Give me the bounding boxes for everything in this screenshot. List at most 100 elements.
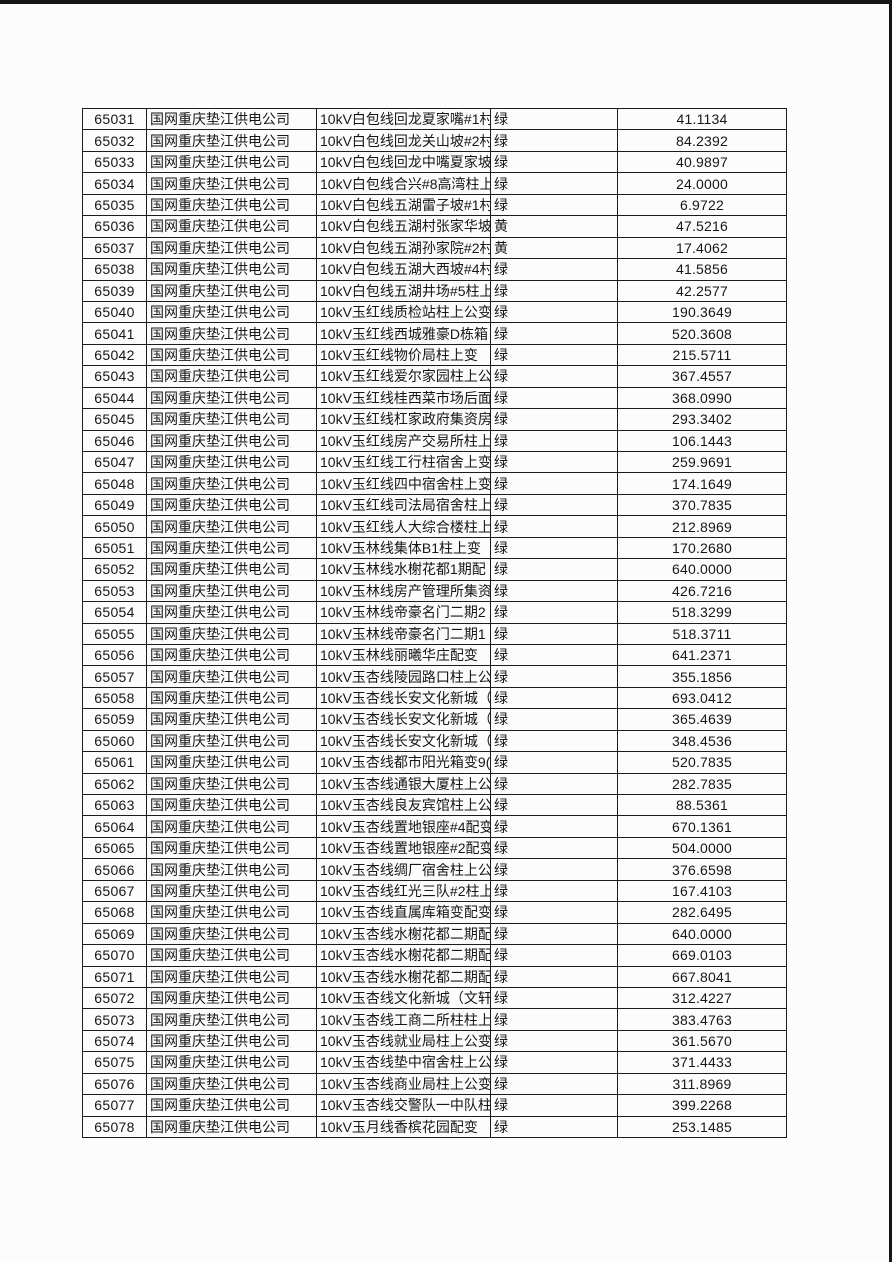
cell-status: 绿 <box>490 343 618 367</box>
cell-description: 10kV白包线合兴#8高湾柱上 <box>316 172 491 195</box>
cell-value: 215.5711 <box>617 343 787 367</box>
cell-description: 10kV白包线五湖大西坡#4村 <box>316 258 491 281</box>
cell-company: 国网重庆垫江供电公司 <box>146 686 317 710</box>
cell-company: 国网重庆垫江供电公司 <box>146 215 317 238</box>
table-row: 65049 国网重庆垫江供电公司 10kV玉红线司法局宿舍柱上绿 370.7835 <box>82 493 787 517</box>
table-row: 65041 国网重庆垫江供电公司 10kV玉红线西城雅豪D栋箱绿 520.3608 <box>82 322 787 345</box>
cell-description: 10kV玉杏线水榭花都二期配 <box>316 944 491 967</box>
cell-status: 绿 <box>490 1072 618 1096</box>
cell-description: 10kV白包线五湖雷子坡#1村 <box>316 193 491 217</box>
table-row: 65066 国网重庆垫江供电公司 10kV玉杏线绸厂宿舍柱上公绿 376.6598 <box>82 858 787 881</box>
cell-company: 国网重庆垫江供电公司 <box>146 622 317 645</box>
cell-company: 国网重庆垫江供电公司 <box>146 386 317 410</box>
cell-description: 10kV玉林线集体B1柱上变 <box>316 536 491 560</box>
cell-status: 绿 <box>490 1029 618 1053</box>
cell-company: 国网重庆垫江供电公司 <box>146 643 317 667</box>
table-row: 65058 国网重庆垫江供电公司 10kV玉杏线长安文化新城（绿 693.0412 <box>82 686 787 710</box>
cell-company: 国网重庆垫江供电公司 <box>146 1029 317 1053</box>
cell-value: 6.9722 <box>617 193 787 217</box>
cell-description: 10kV玉月线香槟花园配变 <box>316 1115 491 1139</box>
cell-description: 10kV玉红线四中宿舍柱上变 <box>316 472 491 495</box>
cell-value: 371.4433 <box>617 1051 787 1074</box>
power-supply-table: 65031 国网重庆垫江供电公司 10kV白包线回龙夏家嘴#1村绿 41.1134 65… <box>82 107 787 1139</box>
table-body: 65031 国网重庆垫江供电公司 10kV白包线回龙夏家嘴#1村绿 41.1134 65… <box>82 107 787 1139</box>
cell-row-id: 65073 <box>82 1008 147 1031</box>
cell-description: 10kV白包线回龙关山坡#2村 <box>316 129 491 152</box>
cell-description: 10kV玉杏线长安文化新城（ <box>316 686 491 710</box>
cell-value: 40.9897 <box>617 150 787 174</box>
cell-company: 国网重庆垫江供电公司 <box>146 300 317 324</box>
cell-value: 348.4536 <box>617 729 787 753</box>
cell-value: 426.7216 <box>617 579 787 603</box>
cell-value: 167.4103 <box>617 879 787 903</box>
cell-row-id: 65069 <box>82 922 147 946</box>
cell-status: 绿 <box>490 836 618 860</box>
cell-description: 10kV玉红线爱尔家园柱上公 <box>316 365 491 388</box>
cell-value: 170.2680 <box>617 536 787 560</box>
cell-company: 国网重庆垫江供电公司 <box>146 172 317 195</box>
cell-status: 绿 <box>490 365 618 388</box>
cell-value: 47.5216 <box>617 215 787 238</box>
cell-company: 国网重庆垫江供电公司 <box>146 815 317 838</box>
cell-description: 10kV玉杏线工商二所柱柱上 <box>316 1008 491 1031</box>
table-row: 65034 国网重庆垫江供电公司 10kV白包线合兴#8高湾柱上绿 24.0000 <box>82 172 787 195</box>
table-row: 65068 国网重庆垫江供电公司 10kV玉杏线直属库箱变配变绿 282.6495 <box>82 901 787 924</box>
cell-description: 10kV玉杏线都市阳光箱变9( <box>316 751 491 774</box>
cell-status: 绿 <box>490 258 618 281</box>
table-row: 65076 国网重庆垫江供电公司 10kV玉杏线商业局柱上公变绿 311.8969 <box>82 1072 787 1096</box>
table-row: 65052 国网重庆垫江供电公司 10kV玉林线水榭花都1期配绿 640.0000 <box>82 558 787 581</box>
cell-description: 10kV玉林线丽曦华庄配变 <box>316 643 491 667</box>
table-row: 65054 国网重庆垫江供电公司 10kV玉林线帝豪名门二期2 绿 518.3299 <box>82 601 787 624</box>
cell-value: 640.0000 <box>617 558 787 581</box>
cell-company: 国网重庆垫江供电公司 <box>146 558 317 581</box>
cell-description: 10kV玉杏线直属库箱变配变 <box>316 901 491 924</box>
table-row: 65071 国网重庆垫江供电公司 10kV玉杏线水榭花都二期配绿 667.8041 <box>82 965 787 988</box>
cell-description: 10kV玉林线帝豪名门二期1 <box>316 622 491 645</box>
cell-company: 国网重庆垫江供电公司 <box>146 472 317 495</box>
cell-value: 361.5670 <box>617 1029 787 1053</box>
cell-company: 国网重庆垫江供电公司 <box>146 1072 317 1096</box>
cell-company: 国网重庆垫江供电公司 <box>146 901 317 924</box>
cell-row-id: 65076 <box>82 1072 147 1096</box>
table-row: 65035 国网重庆垫江供电公司 10kV白包线五湖雷子坡#1村绿 6.9722 <box>82 193 787 217</box>
cell-status: 黄 <box>490 215 618 238</box>
cell-status: 绿 <box>490 408 618 431</box>
table-row: 65075 国网重庆垫江供电公司 10kV玉杏线垫中宿舍柱上公绿 371.4433 <box>82 1051 787 1074</box>
table-row: 65042 国网重庆垫江供电公司 10kV玉红线物价局柱上变绿 215.5711 <box>82 343 787 367</box>
cell-value: 42.2577 <box>617 279 787 302</box>
cell-status: 绿 <box>490 772 618 796</box>
cell-row-id: 65075 <box>82 1051 147 1074</box>
cell-row-id: 65062 <box>82 772 147 796</box>
cell-value: 383.4763 <box>617 1008 787 1031</box>
cell-description: 10kV玉红线人大综合楼柱上 <box>316 515 491 538</box>
cell-status: 绿 <box>490 193 618 217</box>
cell-description: 10kV白包线回龙中嘴夏家坡 <box>316 150 491 174</box>
cell-description: 10kV玉红线物价局柱上变 <box>316 343 491 367</box>
cell-description: 10kV玉杏线水榭花都二期配 <box>316 965 491 988</box>
cell-row-id: 65053 <box>82 579 147 603</box>
cell-status: 绿 <box>490 386 618 410</box>
cell-value: 84.2392 <box>617 129 787 152</box>
cell-company: 国网重庆垫江供电公司 <box>146 1051 317 1074</box>
cell-row-id: 65064 <box>82 815 147 838</box>
cell-value: 504.0000 <box>617 836 787 860</box>
table-row: 65077 国网重庆垫江供电公司 10kV玉杏线交警队一中队柱绿 399.2268 <box>82 1094 787 1117</box>
table-row: 65070 国网重庆垫江供电公司 10kV玉杏线水榭花都二期配绿 669.0103 <box>82 944 787 967</box>
cell-status: 绿 <box>490 536 618 560</box>
cell-company: 国网重庆垫江供电公司 <box>146 515 317 538</box>
cell-description: 10kV玉杏线水榭花都二期配 <box>316 922 491 946</box>
table-row: 65056 国网重庆垫江供电公司 10kV玉林线丽曦华庄配变绿 641.2371 <box>82 643 787 667</box>
cell-value: 669.0103 <box>617 944 787 967</box>
cell-status: 绿 <box>490 601 618 624</box>
cell-status: 绿 <box>490 107 618 131</box>
cell-row-id: 65045 <box>82 408 147 431</box>
cell-value: 293.3402 <box>617 408 787 431</box>
cell-row-id: 65032 <box>82 129 147 152</box>
cell-value: 311.8969 <box>617 1072 787 1096</box>
cell-company: 国网重庆垫江供电公司 <box>146 536 317 560</box>
cell-value: 259.9691 <box>617 450 787 474</box>
table-row: 65057 国网重庆垫江供电公司 10kV玉杏线陵园路口柱上公绿 355.1856 <box>82 665 787 688</box>
cell-value: 667.8041 <box>617 965 787 988</box>
cell-status: 绿 <box>490 300 618 324</box>
cell-status: 绿 <box>490 729 618 753</box>
